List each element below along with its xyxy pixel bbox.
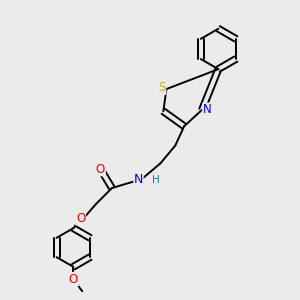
Text: H: H bbox=[152, 175, 160, 185]
Text: N: N bbox=[203, 103, 212, 116]
Text: O: O bbox=[69, 273, 78, 286]
Text: N: N bbox=[134, 172, 143, 186]
Text: O: O bbox=[96, 163, 105, 176]
Text: O: O bbox=[76, 212, 86, 225]
Text: S: S bbox=[158, 81, 166, 94]
